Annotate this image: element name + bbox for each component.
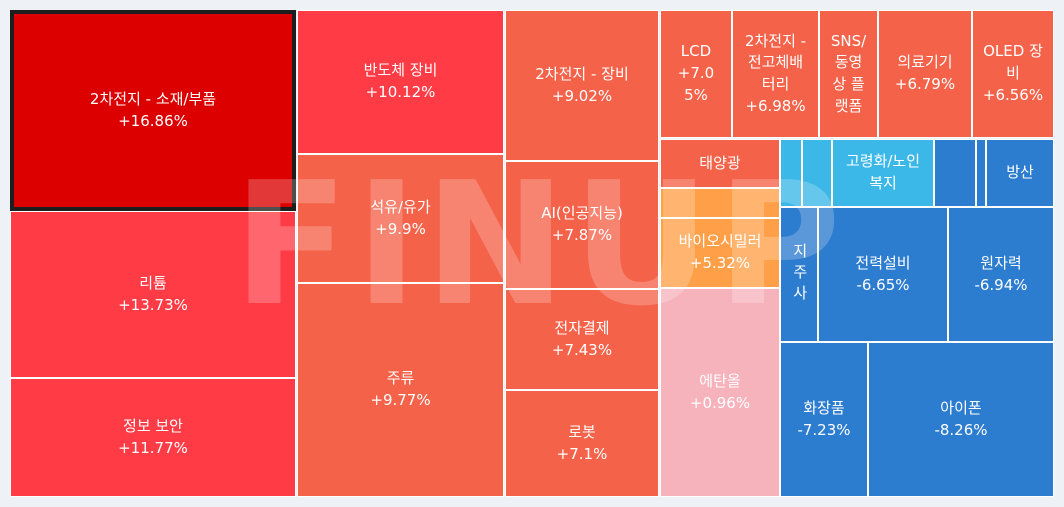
sector-tile-석유-유가[interactable]: 석유/유가 +9.9% xyxy=(297,154,504,283)
sector-tile-unlabeled-16[interactable] xyxy=(660,188,780,218)
sector-tile-아이폰[interactable]: 아이폰 -8.26% xyxy=(868,342,1054,497)
sector-change: +11.77% xyxy=(118,438,188,457)
sector-label-line: 랫폼 xyxy=(834,96,863,115)
sector-label-line: 5% xyxy=(684,85,708,104)
sector-tile-전자결제[interactable]: 전자결제 +7.43% xyxy=(505,289,659,390)
sector-tile-2차전지-장비[interactable]: 2차전지 - 장비 +9.02% xyxy=(505,10,659,161)
sector-name: 2차전지 - 소재/부품 xyxy=(89,89,217,108)
sector-label-line: 전고체배 xyxy=(747,53,804,72)
sector-name: 원자력 xyxy=(980,253,1022,272)
sector-name: 정보 보안 xyxy=(123,416,183,435)
sector-name: 로봇 xyxy=(568,422,596,441)
sector-tile-태양광[interactable]: 태양광 xyxy=(660,139,780,188)
sector-change: +7.1% xyxy=(556,444,608,463)
sector-tile-반도체-장비[interactable]: 반도체 장비 +10.12% xyxy=(297,10,504,154)
sector-name: 전력설비 xyxy=(855,253,911,272)
sector-tile-바이오시밀러[interactable]: 바이오시밀러 +5.32% xyxy=(660,218,780,288)
sector-label-line: +7.0 xyxy=(677,64,715,83)
sector-tile-전력설비[interactable]: 전력설비 -6.65% xyxy=(818,207,948,342)
sector-change: +6.79% xyxy=(894,75,956,93)
sector-change: +13.73% xyxy=(118,295,188,314)
sector-change: -8.26% xyxy=(934,420,988,439)
sector-label-line: 비 xyxy=(1006,64,1020,83)
sector-label-line: +6.98% xyxy=(745,96,806,115)
sector-tile-unlabeled-22[interactable] xyxy=(934,139,976,207)
sector-change: -7.23% xyxy=(797,420,851,439)
sector-label-line: SNS/ xyxy=(830,31,867,50)
sector-tile-ai-인공지능[interactable]: AI(인공지능) +7.87% xyxy=(505,161,659,289)
sector-name: 방산 xyxy=(1006,163,1034,182)
sector-name: 전자결제 xyxy=(554,318,610,337)
sector-name: 지주사 xyxy=(790,243,809,306)
sector-name: 주류 xyxy=(386,369,415,388)
sector-name: 바이오시밀러 xyxy=(678,232,762,251)
sector-label-line: 고령화/노인 xyxy=(845,152,921,171)
sector-tile-unlabeled-19[interactable] xyxy=(780,139,802,207)
sector-tile-방산[interactable]: 방산 xyxy=(986,139,1054,207)
sector-label-line: 동영 xyxy=(834,53,863,72)
sector-label-line: +6.56% xyxy=(982,85,1044,104)
sector-change: +7.87% xyxy=(551,226,613,244)
sector-name: 의료기기 xyxy=(897,53,953,72)
sector-tile-로봇[interactable]: 로봇 +7.1% xyxy=(505,390,659,497)
sector-tile-주류[interactable]: 주류 +9.77% xyxy=(297,283,504,497)
sector-tile-정보-보안[interactable]: 정보 보안 +11.77% xyxy=(10,378,296,497)
sector-change: -6.65% xyxy=(856,275,910,294)
sector-change: -6.94% xyxy=(974,275,1028,294)
sector-change: +9.02% xyxy=(551,86,613,105)
sector-change: +5.32% xyxy=(689,254,751,272)
sector-change: +16.86% xyxy=(118,111,188,130)
sector-tile-리튬[interactable]: 리튬 +13.73% xyxy=(10,211,296,378)
sector-tile-lcd[interactable]: LCD +7.0 5% xyxy=(660,10,732,138)
sector-name: 아이폰 xyxy=(940,398,982,417)
sector-label-line: LCD xyxy=(680,42,712,61)
sector-label-line: 2차전지 - xyxy=(744,31,807,50)
sector-label-line: 터리 xyxy=(761,75,790,93)
sector-name: AI(인공지능) xyxy=(541,204,623,223)
sector-label-line: 상 플 xyxy=(832,75,865,93)
sector-change: +9.9% xyxy=(375,219,426,238)
sector-tile-원자력[interactable]: 원자력 -6.94% xyxy=(948,207,1054,342)
sector-label-line: OLED 장 xyxy=(983,42,1043,61)
sector-tile-지주사[interactable]: 지주사 xyxy=(780,207,818,342)
sector-name: 에탄올 xyxy=(699,371,741,390)
sector-name: 화장품 xyxy=(803,398,845,417)
sector-tile-unlabeled-20[interactable] xyxy=(802,139,832,207)
sector-change: +0.96% xyxy=(689,393,751,412)
sector-change: +7.43% xyxy=(551,340,613,359)
sector-change: +9.77% xyxy=(370,391,431,409)
sector-name: 2차전지 - 장비 xyxy=(535,64,629,83)
sector-name: 석유/유가 xyxy=(370,197,431,216)
sector-tile-unlabeled-23[interactable] xyxy=(976,139,986,207)
sector-label-line: 복지 xyxy=(869,174,897,192)
sector-tile-의료기기[interactable]: 의료기기 +6.79% xyxy=(878,10,972,138)
sector-tile-2차전지-소재-부품[interactable]: 2차전지 - 소재/부품 +16.86% xyxy=(10,10,296,211)
sector-tile-화장품[interactable]: 화장품 -7.23% xyxy=(780,342,868,497)
sector-name: 태양광 xyxy=(699,153,741,172)
sector-change: +10.12% xyxy=(365,83,436,101)
sector-tile-에탄올[interactable]: 에탄올 +0.96% xyxy=(660,288,780,497)
sector-name: 반도체 장비 xyxy=(363,61,438,80)
sector-name: 리튬 xyxy=(139,273,167,292)
